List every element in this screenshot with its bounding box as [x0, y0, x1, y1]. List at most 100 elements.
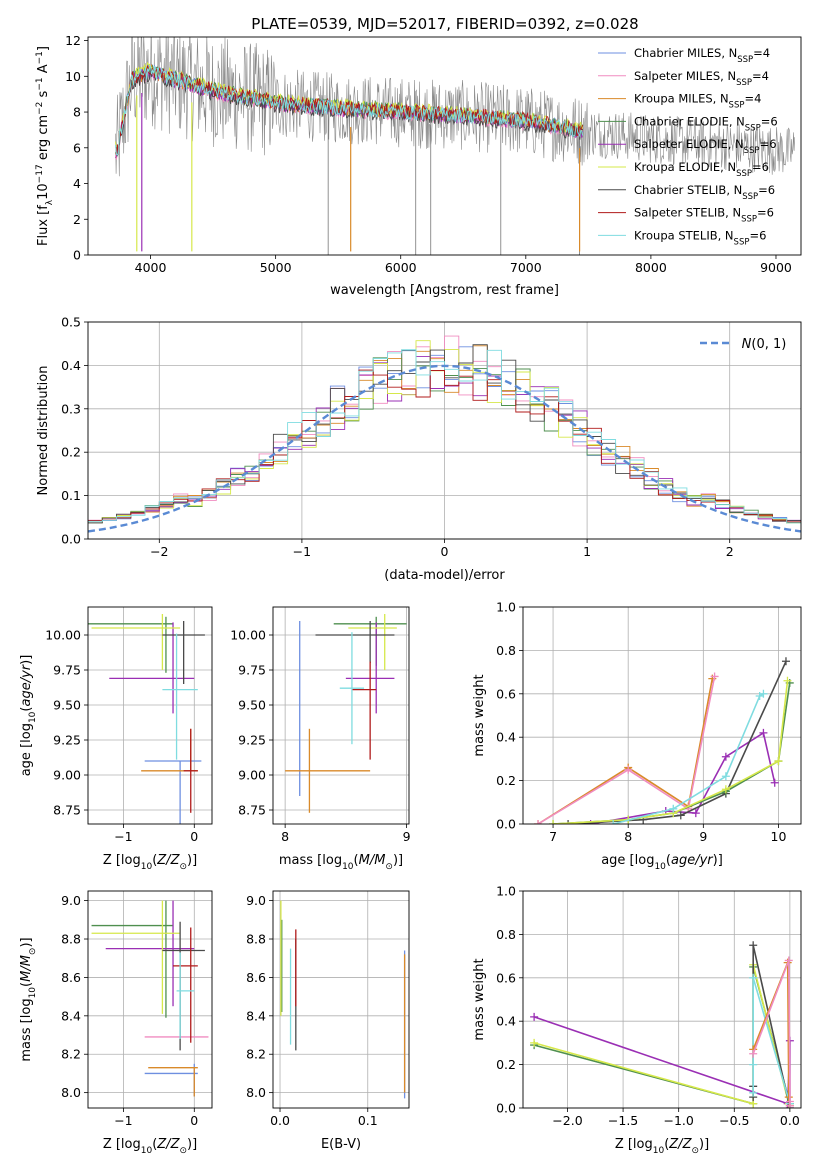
age_vs_mass-plot-area — [285, 614, 407, 813]
residual-histogram — [88, 369, 801, 523]
x-tick-label: 9 — [403, 829, 411, 844]
y-tick-label: 8 — [73, 105, 81, 120]
age_vs_Z-xlabel: Z [log10(Z/Z⊙)] — [103, 853, 197, 872]
age_vs_Z-plot-area — [88, 614, 205, 824]
y-tick-label: 10.00 — [45, 628, 81, 643]
y-tick-label: 9.50 — [238, 698, 266, 713]
y-tick-label: 0.2 — [496, 1057, 516, 1072]
x-tick-label: 10 — [771, 829, 787, 844]
y-tick-label: 0.8 — [496, 927, 516, 942]
y-tick-label: 1.0 — [496, 884, 516, 899]
y-tick-label: 0.6 — [496, 686, 516, 701]
y-tick-label: 9.75 — [238, 663, 266, 678]
residuals-axes: −2 −1 0 1 2 0.0 0.1 0.2 0.3 0.4 0.5 — [61, 315, 801, 559]
x-tick-label: 4000 — [135, 260, 167, 275]
weight-point-marker — [549, 820, 558, 824]
age_vs_mass-frame — [272, 606, 410, 825]
weight-point-marker — [784, 1093, 793, 1102]
y-tick-label: 8.6 — [246, 970, 266, 985]
weight_vs_Z-frame — [522, 890, 802, 1109]
mass_vs_Z-frame — [87, 890, 213, 1109]
legend-label: Chabrier STELIB, NSSP=6 — [634, 183, 775, 202]
x-tick-label: 1 — [583, 544, 591, 559]
y-tick-label: 9.25 — [238, 733, 266, 748]
x-tick-label: 9 — [699, 829, 707, 844]
y-tick-label: 0.0 — [61, 532, 81, 547]
y-tick-label: 0.3 — [61, 401, 81, 416]
mass_vs_ebv-axes: 0.0 0.1 8.0 8.2 8.4 8.6 8.8 9.0 — [246, 891, 409, 1128]
legend-label: Chabrier ELODIE, NSSP=6 — [634, 114, 778, 133]
y-tick-label: 9.75 — [53, 663, 81, 678]
age_vs_mass-axes: 8 9 8.75 9.00 9.25 9.50 9.75 10.00 — [230, 607, 411, 844]
y-tick-label: 8.75 — [238, 803, 266, 818]
y-tick-label: 9.00 — [53, 768, 81, 783]
y-tick-label: 0.0 — [496, 817, 516, 832]
x-tick-label: −1.5 — [608, 1113, 638, 1128]
weight-series-line — [533, 966, 791, 1105]
x-tick-label: 9000 — [760, 260, 792, 275]
spectrum-ylabel: Flux [fλ10−17 erg cm−2 s−1 A−1] — [35, 46, 55, 246]
x-tick-label: −2.0 — [552, 1113, 582, 1128]
y-tick-label: 0.4 — [496, 1014, 516, 1029]
y-tick-label: 9.0 — [246, 893, 266, 908]
x-tick-label: −1 — [114, 1113, 132, 1128]
weight-point-marker — [759, 728, 768, 737]
y-tick-label: 6 — [73, 140, 81, 155]
weight-point-marker — [676, 811, 685, 820]
legend-label: N(0, 1) — [742, 337, 787, 352]
legend-label: Chabrier MILES, NSSP=4 — [634, 46, 770, 65]
weight-point-marker — [710, 672, 719, 681]
y-tick-label: 8.0 — [61, 1085, 81, 1100]
legend-label: Salpeter STELIB, NSSP=6 — [634, 206, 774, 225]
mass_vs_Z-axes: −1 0 8.0 8.2 8.4 8.6 8.8 9.0 — [61, 891, 212, 1128]
legend-label: Salpeter MILES, NSSP=4 — [634, 69, 769, 88]
model-spectrum-line — [115, 64, 584, 156]
y-tick-label: 8.4 — [61, 1008, 81, 1023]
weight-point-marker — [721, 752, 730, 761]
legend-label: Kroupa ELODIE, NSSP=6 — [634, 160, 769, 179]
y-tick-label: 8.2 — [61, 1047, 81, 1062]
weight_vs_age-frame — [522, 606, 802, 825]
y-tick-label: 0.2 — [496, 773, 516, 788]
weight-point-marker — [624, 765, 633, 774]
weight-point-marker — [749, 1060, 758, 1069]
weight-point-marker — [770, 778, 779, 787]
weight-point-marker — [759, 689, 768, 698]
y-tick-label: 0.6 — [496, 970, 516, 985]
spectrum-legend: Chabrier MILES, NSSP=4 Salpeter MILES, NS… — [598, 46, 778, 247]
weight-point-marker — [530, 1038, 539, 1047]
y-tick-label: 0 — [73, 248, 81, 263]
weight_vs_Z-plot-area — [530, 941, 794, 1108]
x-tick-label: 0 — [441, 544, 449, 559]
y-tick-label: 0.4 — [61, 358, 81, 373]
x-tick-label: 6000 — [385, 260, 417, 275]
y-tick-label: 9.50 — [53, 698, 81, 713]
x-tick-label: 8 — [624, 829, 632, 844]
weight-point-marker — [749, 1049, 758, 1058]
figure-title: PLATE=0539, MJD=52017, FIBERID=0392, z=0… — [251, 15, 638, 33]
weight-series-line — [537, 678, 714, 824]
spectrum-xlabel: wavelength [Angstrom, rest frame] — [330, 283, 559, 298]
mass_vs_ebv-frame — [272, 890, 410, 1109]
y-tick-label: 8.8 — [61, 932, 81, 947]
weight-point-marker — [783, 676, 792, 685]
weight_vs_age-xlabel: age [log10(age/yr)] — [601, 853, 723, 872]
x-tick-label: −1 — [293, 544, 311, 559]
x-tick-label: 8000 — [635, 260, 667, 275]
y-tick-label: 12 — [65, 33, 81, 48]
weight_vs_Z-ylabel: mass weight — [472, 958, 487, 1040]
x-tick-label: 0 — [190, 1113, 198, 1128]
weight-point-marker — [785, 1101, 794, 1108]
legend-label: Salpeter ELODIE, NSSP=6 — [634, 137, 777, 156]
residual-histogram — [88, 355, 801, 522]
y-tick-label: 0.5 — [61, 315, 81, 330]
y-tick-label: 10.00 — [230, 628, 266, 643]
normal-reference-curve — [88, 364, 801, 533]
mass_vs_ebv-plot-area — [280, 900, 406, 1099]
mass_vs_Z-xlabel: Z [log10(Z/Z⊙)] — [103, 1137, 197, 1156]
y-tick-label: 0.4 — [496, 730, 516, 745]
y-tick-label: 0.0 — [496, 1101, 516, 1116]
spectrum-axes: 4000 5000 6000 7000 8000 9000 0 2 4 6 8 10 12 — [65, 33, 792, 275]
age_vs_Z-ylabel: age [log10(age/yr)] — [19, 655, 38, 777]
